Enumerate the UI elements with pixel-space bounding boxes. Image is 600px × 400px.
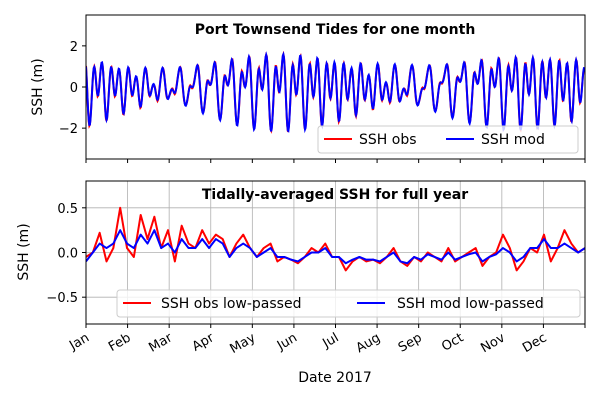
lowpass-x-tick-label: Oct (439, 330, 466, 354)
lowpass-legend-label-obs: SSH obs low-passed (161, 296, 301, 312)
lowpass-legend: SSH obs low-passed SSH mod low-passed (116, 289, 581, 318)
tides-mod-line (86, 51, 585, 134)
tides-y-tick-label: 2 (70, 40, 78, 55)
lowpass-x-tick-label: Sep (396, 330, 425, 355)
lowpass-title: Tidally-averaged SSH for full year (202, 187, 468, 203)
lowpass-panel: 0.5 0.0 −0.5 Jan Feb Mar Apr May Jun Jul Aug Sep Oc… (16, 180, 586, 386)
tides-legend-label-obs: SSH obs (359, 132, 417, 148)
lowpass-x-tick-label: Feb (106, 330, 133, 355)
tides-panel: 2 0 −2 Port Townsend Tides for one month S… (30, 14, 586, 163)
tides-legend: SSH obs SSH mod (317, 125, 579, 154)
tides-y-tick-label: 0 (70, 81, 78, 96)
tides-y-tick-label: −2 (59, 122, 78, 137)
lowpass-x-ticks: Jan Feb Mar Apr May Jun Jul Aug Sep Oct Nov Dec (66, 324, 586, 357)
tides-legend-label-mod: SSH mod (481, 132, 545, 148)
lowpass-x-tick-label: Apr (190, 330, 218, 355)
lowpass-x-tick-label: May (228, 330, 259, 357)
tides-title: Port Townsend Tides for one month (195, 22, 476, 38)
lowpass-y-tick-label: 0.5 (57, 202, 78, 217)
lowpass-x-tick-label: Jul (320, 330, 342, 351)
tides-y-ticks: 2 0 −2 (59, 40, 86, 137)
lowpass-y-ticks: 0.5 0.0 −0.5 (46, 202, 86, 306)
lowpass-series-lines (86, 206, 585, 272)
lowpass-legend-box (116, 289, 581, 318)
lowpass-mod-line (86, 229, 585, 265)
tides-y-axis-label: SSH (m) (30, 58, 46, 115)
lowpass-y-tick-label: 0.0 (57, 247, 78, 262)
lowpass-x-tick-label: Jun (274, 330, 300, 354)
tides-x-ticks (85, 159, 586, 163)
lowpass-x-tick-label: Aug (354, 330, 383, 356)
lowpass-x-tick-label: Nov (478, 330, 508, 356)
lowpass-x-tick-label: Mar (146, 330, 175, 356)
lowpass-y-axis-label: SSH (m) (16, 223, 32, 280)
lowpass-x-tick-label: Dec (520, 330, 549, 356)
lowpass-x-tick-label: Jan (66, 330, 92, 354)
lowpass-x-axis-label: Date 2017 (298, 370, 372, 386)
lowpass-legend-label-mod: SSH mod low-passed (397, 296, 544, 312)
lowpass-y-tick-label: −0.5 (46, 291, 78, 306)
tides-series-lines (86, 50, 585, 134)
